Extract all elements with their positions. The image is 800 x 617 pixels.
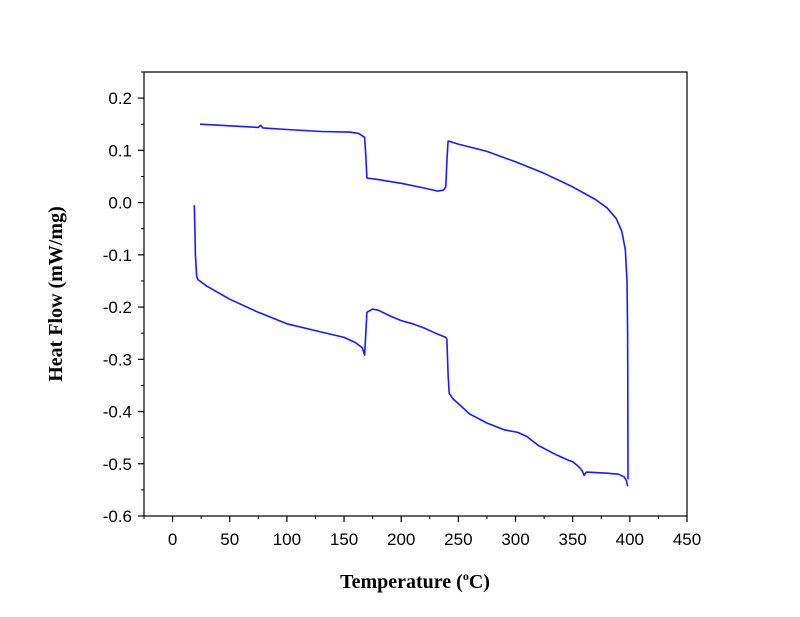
x-axis-title: Temperature (oC) xyxy=(340,569,490,593)
y-tick-label: 0.2 xyxy=(108,89,132,108)
x-axis-title-end: C) xyxy=(469,571,490,593)
x-axis-title-superscript: o xyxy=(463,569,469,583)
y-tick-label: 0.1 xyxy=(108,141,132,160)
x-tick-label: 450 xyxy=(673,530,701,549)
y-axis-title: Heat Flow (mW/mg) xyxy=(45,206,67,382)
x-axis-ticks: 0 50 100 150 200 250 300 350 400 450 xyxy=(143,516,701,549)
x-tick-label: 200 xyxy=(387,530,415,549)
y-tick-label: -0.3 xyxy=(103,350,132,369)
y-tick-label: -0.4 xyxy=(103,403,132,422)
x-tick-label: 350 xyxy=(558,530,586,549)
series-line-1 xyxy=(199,123,629,480)
plot-frame xyxy=(143,71,688,517)
x-tick-label: 0 xyxy=(168,530,177,549)
x-axis-title-main: Temperature ( xyxy=(340,571,463,593)
y-axis-ticks: -0.6 -0.5 -0.4 -0.3 -0.2 -0.1 0.0 0.1 0.2 xyxy=(103,71,144,526)
y-tick-label: -0.1 xyxy=(103,246,132,265)
y-tick-label: -0.2 xyxy=(103,298,132,317)
series-line-2 xyxy=(193,205,629,487)
x-tick-label: 150 xyxy=(330,530,358,549)
x-tick-label: 300 xyxy=(501,530,529,549)
y-tick-label: 0.0 xyxy=(108,194,132,213)
y-tick-label: -0.6 xyxy=(103,507,132,526)
y-tick-label: -0.5 xyxy=(103,455,132,474)
x-tick-label: 50 xyxy=(220,530,239,549)
x-tick-label: 400 xyxy=(616,530,644,549)
x-tick-label: 100 xyxy=(273,530,301,549)
series-layer xyxy=(193,123,629,487)
x-tick-label: 250 xyxy=(444,530,472,549)
